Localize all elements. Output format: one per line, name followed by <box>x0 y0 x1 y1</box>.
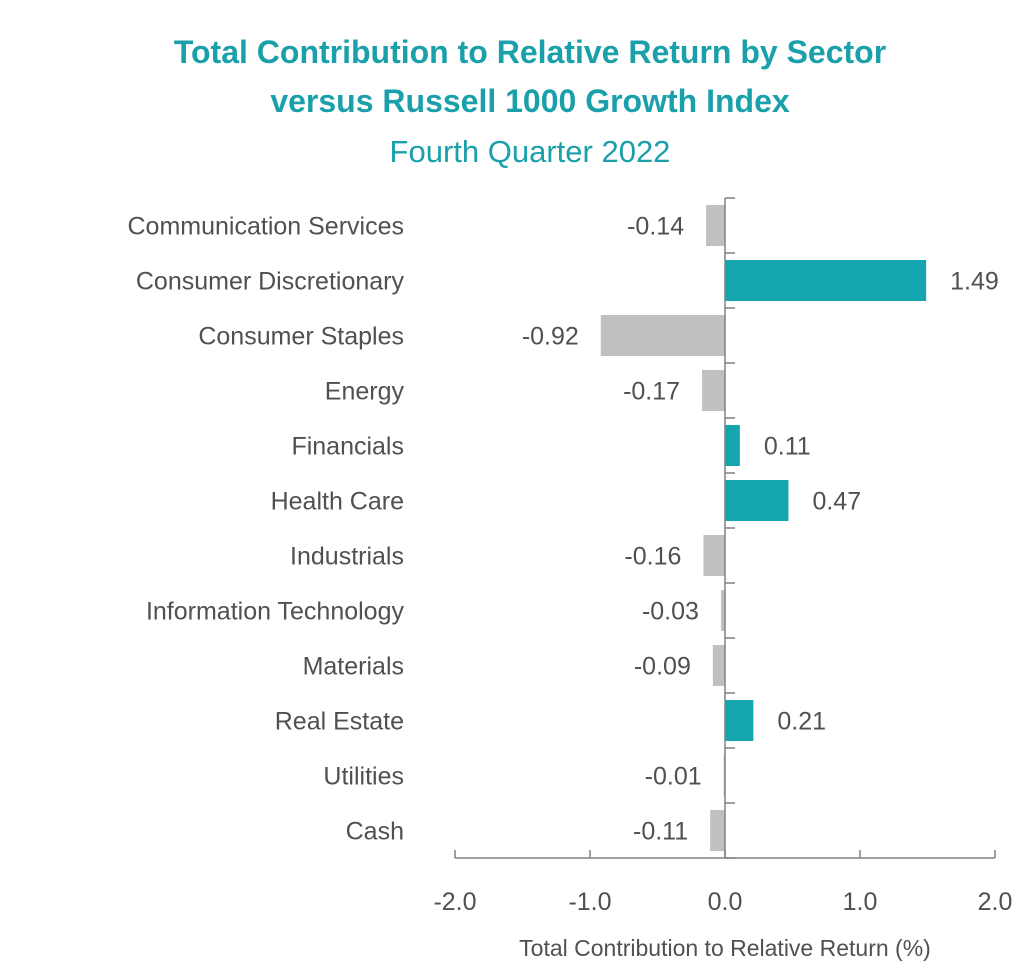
bar <box>725 480 789 521</box>
bar <box>725 260 927 301</box>
category-label: Consumer Staples <box>198 323 404 351</box>
data-label: -0.14 <box>627 213 684 241</box>
category-label: Utilities <box>323 763 404 791</box>
data-label: -0.17 <box>623 378 680 406</box>
bar <box>706 205 725 246</box>
chart-subtitle: Fourth Quarter 2022 <box>389 134 671 169</box>
x-tick-label: 2.0 <box>978 888 1013 916</box>
x-tick-label: -1.0 <box>568 888 611 916</box>
bar <box>725 425 740 466</box>
data-label: 0.11 <box>764 433 811 461</box>
x-axis-title: Total Contribution to Relative Return (%… <box>519 935 931 961</box>
category-label: Energy <box>325 378 405 406</box>
category-label: Financials <box>291 433 404 461</box>
bar <box>710 810 725 851</box>
bar <box>703 535 725 576</box>
chart-title-line-1: Total Contribution to Relative Return by… <box>173 34 887 70</box>
category-label: Industrials <box>290 543 404 571</box>
data-label: 0.47 <box>812 488 861 516</box>
data-label: -0.01 <box>645 763 702 791</box>
bar <box>725 700 754 741</box>
category-label: Health Care <box>271 488 404 516</box>
data-label: -0.11 <box>633 818 688 846</box>
chart-title-line-2: versus Russell 1000 Growth Index <box>270 83 790 119</box>
category-label: Real Estate <box>275 708 404 736</box>
x-tick-label: 0.0 <box>708 888 743 916</box>
x-tick-label: 1.0 <box>843 888 878 916</box>
bar <box>712 645 725 686</box>
bar <box>720 590 725 631</box>
bar <box>600 315 725 356</box>
data-label: -0.92 <box>522 323 579 351</box>
category-label: Information Technology <box>146 598 405 626</box>
data-label: -0.09 <box>634 653 691 681</box>
category-label: Communication Services <box>128 213 405 241</box>
category-label: Consumer Discretionary <box>136 268 405 296</box>
data-label: -0.16 <box>624 543 681 571</box>
data-label: 0.21 <box>777 708 826 736</box>
data-label: 1.49 <box>950 268 999 296</box>
data-label: -0.03 <box>642 598 699 626</box>
x-tick-label: -2.0 <box>433 888 476 916</box>
bar <box>702 370 725 411</box>
category-label: Cash <box>346 818 404 846</box>
chart-title-block: Total Contribution to Relative Return by… <box>0 28 1024 178</box>
category-label: Materials <box>303 653 404 681</box>
